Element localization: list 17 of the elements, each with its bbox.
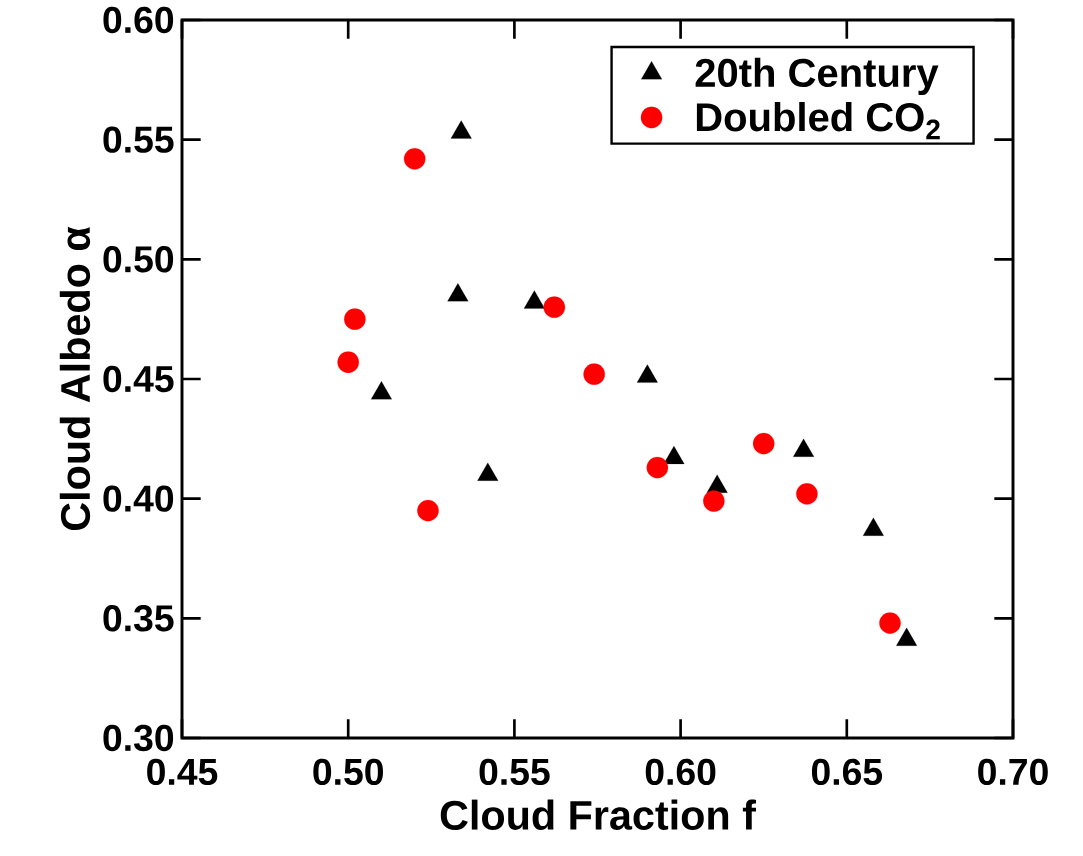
y-axis-title: Cloud Albedo α bbox=[59, 226, 91, 531]
x-tick-label: 0.50 bbox=[313, 758, 383, 786]
y-tick-label: 0.30 bbox=[103, 724, 174, 752]
x-tick-label: 0.45 bbox=[147, 758, 218, 786]
legend-label: 20th Century bbox=[695, 57, 939, 95]
y-tick-label: 0.55 bbox=[103, 126, 174, 153]
x-tick-label: 0.60 bbox=[645, 758, 716, 786]
x-tick-label: 0.55 bbox=[479, 758, 550, 786]
y-tick-label: 0.45 bbox=[103, 365, 174, 393]
y-tick-label: 0.60 bbox=[103, 6, 174, 34]
y-tick-label: 0.35 bbox=[103, 605, 174, 632]
legend-label: Doubled CO$_{2}$ bbox=[696, 102, 940, 140]
x-tick-label: 0.65 bbox=[811, 758, 883, 786]
y-tick-label: 0.40 bbox=[103, 485, 174, 512]
x-axis-title: Cloud Fraction f bbox=[440, 799, 757, 830]
y-tick-label: 0.50 bbox=[103, 246, 174, 273]
x-tick-label: 0.70 bbox=[978, 758, 1048, 786]
